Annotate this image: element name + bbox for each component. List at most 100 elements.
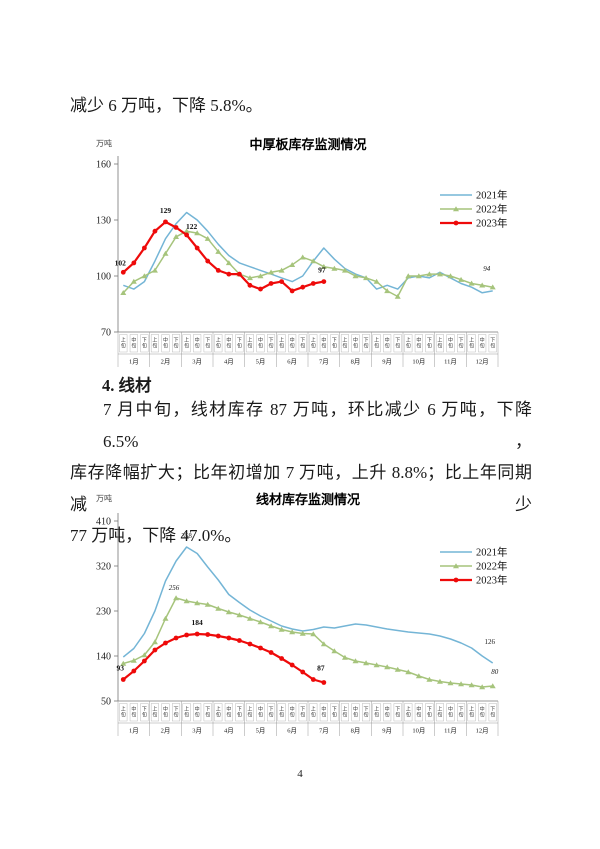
svg-text:中旬: 中旬 xyxy=(353,706,358,719)
svg-text:上旬: 上旬 xyxy=(216,337,221,350)
svg-text:中旬: 中旬 xyxy=(290,337,295,350)
svg-text:下旬: 下旬 xyxy=(395,707,400,719)
svg-text:5月: 5月 xyxy=(256,358,266,366)
svg-text:万吨: 万吨 xyxy=(96,138,112,148)
svg-text:7月: 7月 xyxy=(319,727,329,735)
svg-text:140: 140 xyxy=(96,652,111,663)
svg-text:70: 70 xyxy=(101,328,111,339)
svg-text:下旬: 下旬 xyxy=(237,707,242,719)
svg-text:中旬: 中旬 xyxy=(321,706,326,719)
svg-text:1月: 1月 xyxy=(129,727,139,735)
svg-text:下旬: 下旬 xyxy=(459,707,464,719)
svg-text:上旬: 上旬 xyxy=(121,706,126,719)
svg-text:上旬: 上旬 xyxy=(279,706,284,719)
svg-text:中旬: 中旬 xyxy=(480,337,485,350)
svg-text:122: 122 xyxy=(186,222,198,231)
svg-text:10月: 10月 xyxy=(412,727,425,735)
plate-inventory-chart: 中厚板库存监测情况 万吨 70 100 130 160 上旬 中旬 下旬 上旬 中旬 下旬 上旬 中旬 下旬… xyxy=(88,133,558,378)
svg-text:7月: 7月 xyxy=(319,358,329,366)
svg-text:上旬: 上旬 xyxy=(279,337,284,350)
svg-text:2月: 2月 xyxy=(161,358,171,366)
svg-text:下旬: 下旬 xyxy=(205,707,210,719)
svg-text:5月: 5月 xyxy=(256,727,266,735)
svg-text:中旬: 中旬 xyxy=(448,706,453,719)
svg-text:中旬: 中旬 xyxy=(131,337,136,350)
svg-text:358: 358 xyxy=(181,532,192,540)
svg-text:上旬: 上旬 xyxy=(469,337,474,350)
svg-text:上旬: 上旬 xyxy=(342,706,347,719)
svg-text:下旬: 下旬 xyxy=(300,338,305,350)
svg-text:上旬: 上旬 xyxy=(184,706,189,719)
svg-text:中旬: 中旬 xyxy=(163,337,168,350)
svg-text:下旬: 下旬 xyxy=(427,707,432,719)
svg-text:102: 102 xyxy=(115,258,127,267)
svg-text:2023年: 2023年 xyxy=(476,574,508,587)
svg-text:下旬: 下旬 xyxy=(142,707,147,719)
svg-text:下旬: 下旬 xyxy=(459,338,464,350)
section-paragraph: 7 月中旬，线材库存 87 万吨，环比减少 6 万吨，下降 6.5%， 库存降幅… xyxy=(70,394,532,552)
svg-text:下旬: 下旬 xyxy=(490,338,495,350)
svg-text:下旬: 下旬 xyxy=(142,338,147,350)
section-heading: 4. 线材 xyxy=(102,376,152,395)
svg-text:下旬: 下旬 xyxy=(205,338,210,350)
svg-text:9月: 9月 xyxy=(382,727,392,735)
svg-text:184: 184 xyxy=(192,618,204,627)
svg-text:3月: 3月 xyxy=(192,727,202,735)
svg-text:上旬: 上旬 xyxy=(247,337,252,350)
svg-text:410: 410 xyxy=(96,517,111,528)
svg-text:2023年: 2023年 xyxy=(476,217,508,230)
svg-text:87: 87 xyxy=(317,664,325,673)
svg-text:11月: 11月 xyxy=(444,358,457,366)
svg-text:中旬: 中旬 xyxy=(480,706,485,719)
svg-text:8月: 8月 xyxy=(351,727,361,735)
carryover-paragraph-line: 减少 6 万吨，下降 5.8%。 xyxy=(70,96,263,115)
svg-text:129: 129 xyxy=(160,206,172,215)
svg-text:下旬: 下旬 xyxy=(269,707,274,719)
svg-text:中旬: 中旬 xyxy=(290,706,295,719)
paragraph-line: 77 万吨，下降 47.0%。 xyxy=(70,526,242,545)
paragraph-line: 库存降幅扩大；比年初增加 7 万吨，上升 8.8%；比上年同期减少 xyxy=(70,463,532,514)
svg-text:下旬: 下旬 xyxy=(174,707,179,719)
svg-text:上旬: 上旬 xyxy=(342,337,347,350)
svg-text:下旬: 下旬 xyxy=(237,338,242,350)
svg-text:上旬: 上旬 xyxy=(216,706,221,719)
svg-text:中旬: 中旬 xyxy=(353,337,358,350)
svg-text:下旬: 下旬 xyxy=(300,707,305,719)
svg-text:2021年: 2021年 xyxy=(476,546,508,559)
plate-inventory-chart-canvas: 中厚板库存监测情况万吨70100130160上旬中旬下旬上旬中旬下旬上旬中旬下旬… xyxy=(96,137,508,367)
svg-text:160: 160 xyxy=(96,160,111,171)
svg-text:126: 126 xyxy=(484,638,495,646)
paragraph-line: 7 月中旬，线材库存 87 万吨，环比减少 6 万吨，下降 6.5%， xyxy=(103,400,532,451)
svg-text:中旬: 中旬 xyxy=(385,706,390,719)
svg-text:上旬: 上旬 xyxy=(406,337,411,350)
svg-text:4月: 4月 xyxy=(224,727,234,735)
svg-text:2022年: 2022年 xyxy=(476,203,508,216)
svg-text:上旬: 上旬 xyxy=(311,337,316,350)
svg-text:上旬: 上旬 xyxy=(152,337,157,350)
svg-text:6月: 6月 xyxy=(287,358,297,366)
svg-text:93: 93 xyxy=(117,664,125,673)
svg-text:中旬: 中旬 xyxy=(385,337,390,350)
svg-text:中旬: 中旬 xyxy=(163,706,168,719)
svg-text:上旬: 上旬 xyxy=(121,337,126,350)
svg-text:11月: 11月 xyxy=(444,727,457,735)
svg-text:上旬: 上旬 xyxy=(374,706,379,719)
svg-text:下旬: 下旬 xyxy=(427,338,432,350)
svg-text:中厚板库存监测情况: 中厚板库存监测情况 xyxy=(249,137,366,152)
svg-text:2022年: 2022年 xyxy=(476,560,508,573)
svg-text:中旬: 中旬 xyxy=(131,706,136,719)
svg-text:中旬: 中旬 xyxy=(258,337,263,350)
svg-text:上旬: 上旬 xyxy=(247,706,252,719)
svg-text:万吨: 万吨 xyxy=(96,493,112,503)
svg-text:下旬: 下旬 xyxy=(332,338,337,350)
svg-text:上旬: 上旬 xyxy=(437,706,442,719)
svg-text:3月: 3月 xyxy=(192,358,202,366)
svg-text:中旬: 中旬 xyxy=(321,337,326,350)
svg-text:100: 100 xyxy=(96,272,111,283)
svg-text:上旬: 上旬 xyxy=(469,706,474,719)
svg-text:上旬: 上旬 xyxy=(184,337,189,350)
svg-text:80: 80 xyxy=(491,668,499,676)
wirerod-inventory-chart: 线材库存监测情况 万吨 50 140 230 320 410 上旬 中旬 下旬 上旬 中旬 下旬 上旬 中旬… xyxy=(88,488,558,738)
svg-text:线材库存监测情况: 线材库存监测情况 xyxy=(256,492,360,507)
